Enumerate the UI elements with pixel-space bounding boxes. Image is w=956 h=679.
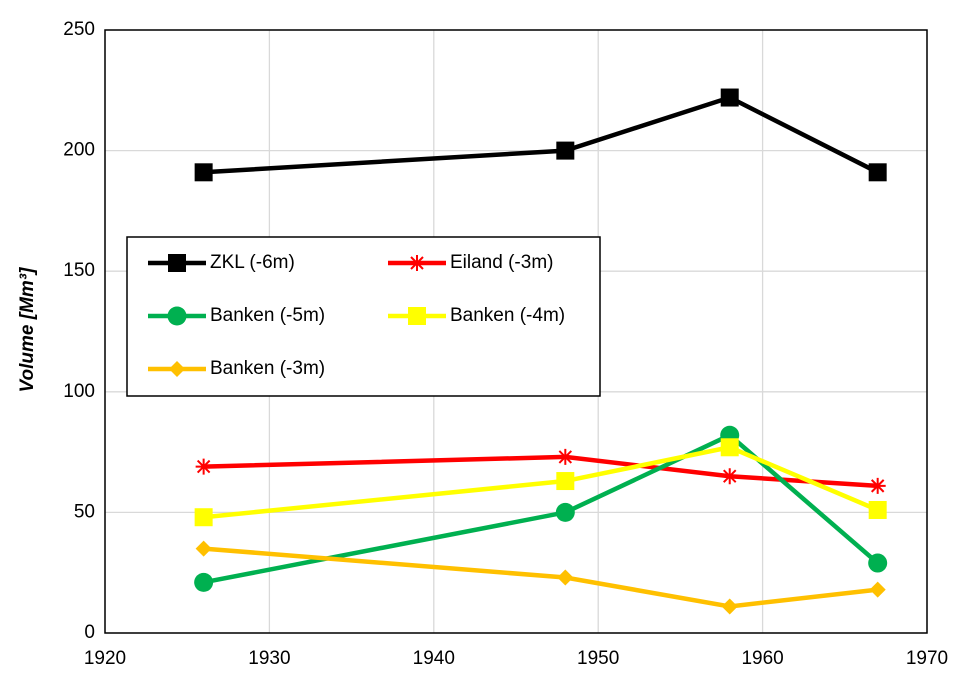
marker [557, 448, 574, 465]
marker [556, 141, 575, 160]
y-axis-label: Volume [Mm³] [17, 267, 38, 393]
x-tick-label: 1940 [413, 648, 455, 669]
legend-label: ZKL (-6m) [210, 252, 295, 273]
legend-marker [409, 255, 425, 271]
marker [721, 468, 738, 485]
legend-label: Banken (-5m) [210, 305, 325, 326]
series-line [203, 95, 879, 175]
marker [720, 438, 739, 457]
marker [194, 508, 213, 527]
legend-label: Banken (-3m) [210, 358, 325, 379]
x-tick-label: 1970 [906, 648, 948, 669]
marker [869, 581, 886, 598]
y-tick-label: 200 [63, 140, 95, 161]
legend-marker [167, 306, 187, 326]
marker [720, 88, 739, 107]
legend-label: Banken (-4m) [450, 305, 565, 326]
legend-marker [408, 307, 426, 325]
y-tick-label: 50 [74, 501, 95, 522]
legend-marker [168, 254, 186, 272]
marker [868, 163, 887, 182]
x-tick-label: 1930 [248, 648, 290, 669]
marker [555, 502, 575, 522]
marker [868, 553, 888, 573]
x-tick-label: 1960 [741, 648, 783, 669]
series-line [203, 432, 880, 585]
marker [194, 163, 213, 182]
series-line [203, 546, 878, 609]
plot-frame [104, 29, 928, 634]
legend-label: Eiland (-3m) [450, 252, 553, 273]
x-tick-label: 1920 [84, 648, 126, 669]
series-line [203, 444, 879, 520]
x-tick-label: 1950 [577, 648, 619, 669]
marker [194, 572, 214, 592]
marker [868, 500, 887, 519]
marker [869, 477, 886, 494]
marker [195, 458, 212, 475]
marker [195, 540, 212, 557]
y-tick-label: 100 [63, 381, 95, 402]
y-tick-label: 150 [63, 260, 95, 281]
marker [556, 472, 575, 491]
marker [721, 598, 738, 615]
y-tick-label: 0 [84, 622, 95, 643]
y-tick-label: 250 [63, 19, 95, 40]
marker [557, 569, 574, 586]
legend-marker [169, 361, 185, 377]
